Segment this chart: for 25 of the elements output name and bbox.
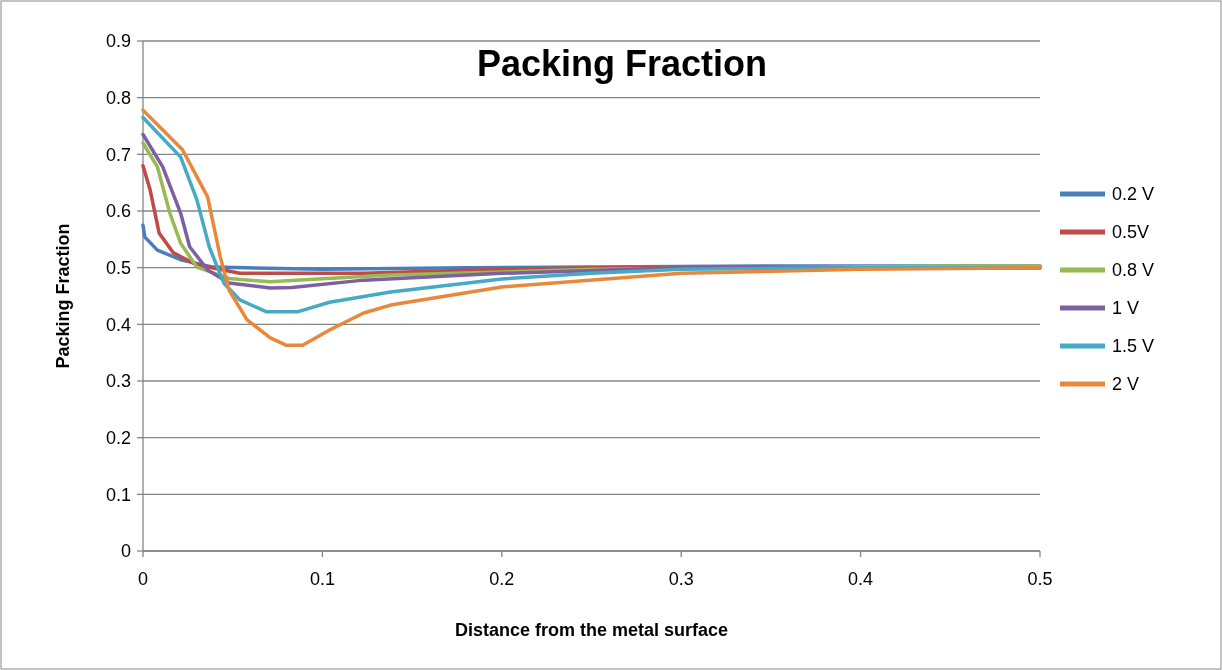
y-tick-label: 0.2	[105, 427, 131, 448]
y-tick-label: 0.4	[105, 314, 131, 335]
x-tick-label: 0.4	[848, 569, 874, 589]
chart-title: Packing Fraction	[476, 43, 768, 84]
y-axis-title: Packing Fraction	[53, 223, 73, 369]
legend-label: 1 V	[1112, 298, 1140, 319]
legend-label: 2 V	[1112, 374, 1140, 395]
legend-label: 0.8 V	[1112, 260, 1155, 281]
y-tick-label: 0.9	[105, 31, 131, 52]
x-tick-label: 0.3	[668, 569, 694, 589]
y-tick-label: 0	[120, 541, 131, 562]
x-tick-label: 0	[137, 569, 149, 589]
y-tick-label: 0.1	[105, 484, 131, 505]
x-tick-label: 0.2	[489, 569, 515, 589]
x-tick-label: 0.5	[1027, 569, 1053, 589]
y-tick-label: 0.8	[105, 87, 131, 108]
y-tick-label: 0.7	[105, 144, 131, 165]
legend-label: 0.5V	[1112, 222, 1150, 243]
legend-label: 0.2 V	[1112, 184, 1155, 205]
y-tick-label: 0.6	[105, 201, 131, 222]
legend-label: 1.5 V	[1112, 336, 1155, 357]
x-axis-title: Distance from the metal surface	[454, 620, 729, 640]
x-tick-label: 0.1	[309, 569, 335, 589]
y-tick-label: 0.3	[105, 371, 131, 392]
y-tick-label: 0.5	[105, 257, 131, 278]
